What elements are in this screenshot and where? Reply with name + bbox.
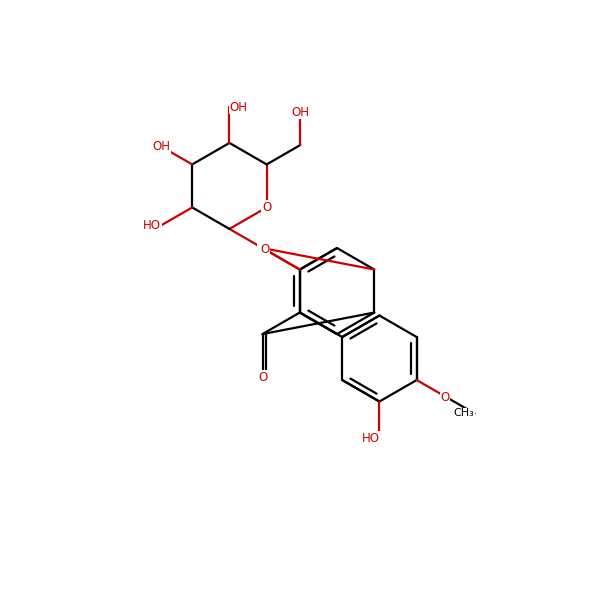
Text: O: O	[262, 201, 271, 214]
Text: O: O	[440, 391, 449, 404]
Text: O: O	[258, 371, 267, 383]
Text: O: O	[260, 243, 269, 256]
Text: HO: HO	[143, 219, 161, 232]
Text: OH: OH	[229, 101, 247, 113]
Text: OH: OH	[292, 106, 310, 119]
Text: OH: OH	[152, 140, 170, 153]
Text: HO: HO	[361, 432, 379, 445]
Text: O: O	[258, 242, 267, 254]
Text: CH₃: CH₃	[454, 409, 475, 418]
